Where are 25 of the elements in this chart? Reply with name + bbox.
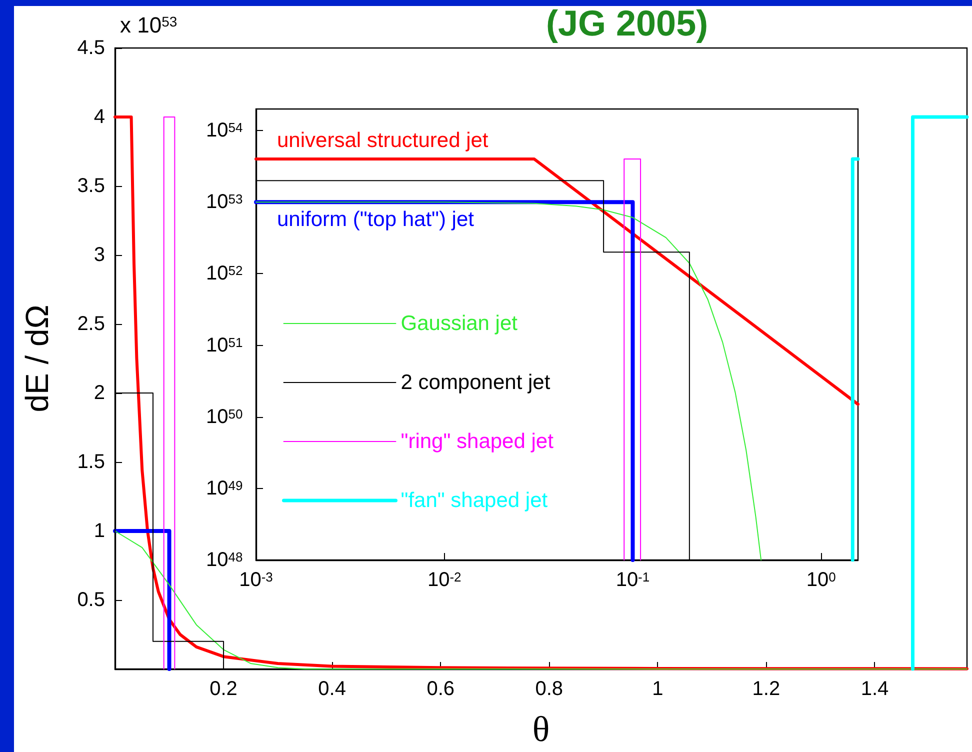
series-label: uniform ("top hat") jet [277,208,474,231]
x-axis-title: θ [532,709,550,749]
y-tick-label: 4 [94,106,105,128]
text: "fan" shaped jet [400,489,548,512]
x-tick-label: 0.2 [210,678,238,700]
y-tick-label: 2.5 [77,313,105,335]
x-tick-label: 0.6 [426,678,455,700]
text: Gaussian jet [400,312,518,335]
x-tick-label: 1 [652,678,664,700]
y-tick-label: 4.5 [77,37,105,59]
series-label: universal structured jet [277,129,488,152]
y-axis-title: dE / dΩ [19,304,55,412]
x-tick-label: 0.8 [535,678,564,700]
chart-title: (JG 2005) [546,2,708,44]
y-tick-label: 3.5 [77,175,105,197]
y-tick-label: 1.5 [77,451,105,473]
y-tick-label: 1 [94,520,105,542]
text: 2 component jet [400,371,550,394]
x-tick-label: 1.2 [752,678,780,700]
x-tick-label: 1.4 [860,678,889,700]
text: "ring" shaped jet [400,430,554,453]
y-tick-label: 3 [94,244,105,266]
x-tick-label: 0.4 [318,678,346,700]
y-tick-label: 0.5 [77,589,105,611]
y-tick-label: 2 [94,382,105,404]
